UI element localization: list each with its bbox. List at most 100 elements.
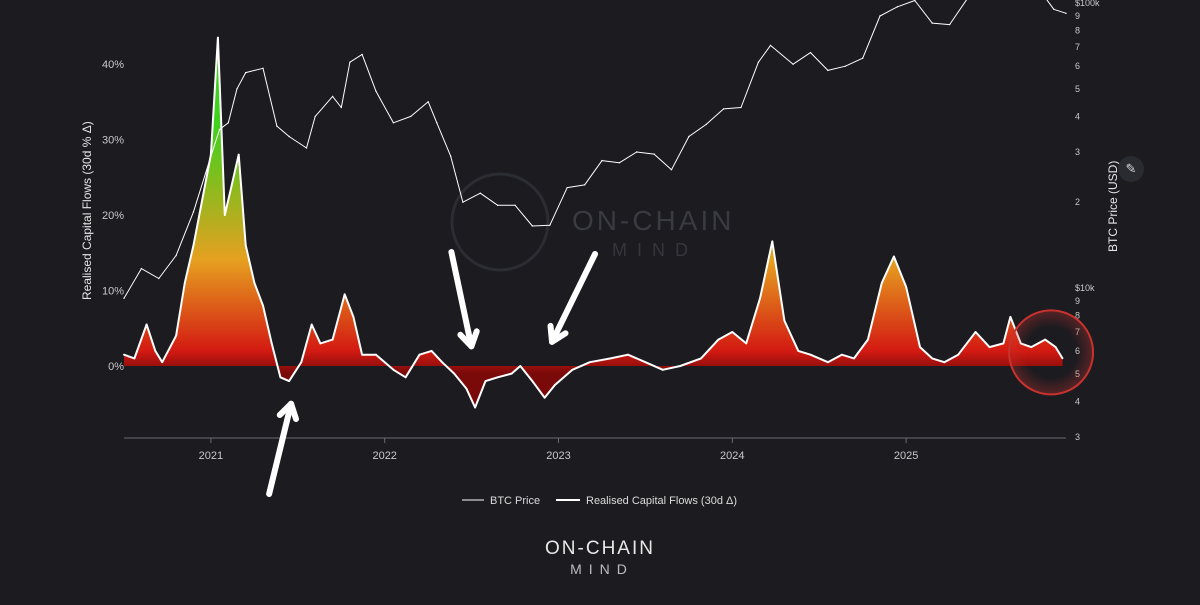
flows-point (510, 372, 513, 375)
flows-point (244, 244, 247, 247)
flows-point (474, 406, 476, 409)
y-left-tick-label: 0% (108, 361, 124, 373)
flows-point (554, 384, 556, 386)
annotations (266, 249, 1095, 497)
edit-button[interactable]: ✎ (1118, 156, 1144, 182)
flows-point (183, 282, 186, 284)
flows-point (288, 380, 290, 382)
price-point (192, 211, 195, 213)
price-point (879, 15, 881, 17)
flows-point (262, 304, 264, 307)
flows-point (133, 357, 136, 360)
price-point (218, 128, 221, 131)
x-tick-label: 2025 (894, 450, 918, 462)
flows-point (441, 361, 443, 364)
price-point (914, 0, 916, 2)
flows-point (175, 334, 178, 337)
y-right-tick-label: 6 (1075, 61, 1080, 71)
price-point (740, 106, 742, 109)
price-point (245, 71, 247, 74)
x-tick-label: 2022 (372, 450, 396, 462)
flows-point (783, 319, 786, 322)
price-point (1053, 8, 1055, 10)
flows-point (571, 368, 574, 371)
price-point (427, 101, 429, 103)
flows-point (279, 376, 282, 379)
arrow-head (276, 400, 300, 422)
price-point (123, 297, 125, 299)
price-point (705, 123, 707, 126)
capital-flows-series (123, 36, 1064, 409)
price-point (305, 147, 308, 149)
price-point (450, 155, 452, 157)
y-right-tick-label: 9 (1075, 296, 1080, 306)
legend: BTC Price Realised Capital Flows (30d Δ) (462, 495, 737, 507)
flows-point (957, 353, 960, 356)
flows-point (797, 350, 800, 352)
y-right-axis-title: BTC Price (USD) (1106, 161, 1120, 252)
y-left-tick-label: 20% (102, 210, 124, 222)
y-right-tick-label: 3 (1075, 147, 1080, 157)
flows-point (430, 350, 433, 352)
flows-point (609, 357, 612, 360)
brand-line1: ON-CHAIN (545, 538, 655, 559)
flows-point (453, 372, 456, 375)
flows-point (145, 323, 148, 326)
price-point (566, 186, 568, 189)
y-left-axis-ticks: 0% 10% 20% 30% 40% (102, 59, 124, 373)
flows-point (237, 153, 240, 156)
flows-point (331, 338, 334, 341)
y-right-tick-label: 5 (1075, 84, 1080, 94)
price-point (531, 225, 534, 227)
annotation-arrow (448, 249, 480, 350)
price-point (288, 135, 290, 138)
arrow-shaft (549, 251, 599, 345)
flows-point (745, 342, 748, 345)
annotation-arrow (547, 251, 599, 345)
watermark-line2: MIND (612, 240, 698, 260)
price-point (331, 95, 334, 98)
y-right-tick-label: 2 (1075, 197, 1080, 207)
price-point (618, 162, 620, 164)
annotation-circle (1008, 309, 1095, 396)
watermark-logo (450, 172, 550, 272)
price-point (514, 204, 516, 206)
flows-point (519, 365, 522, 367)
x-tick-label: 2023 (546, 450, 570, 462)
y-right-tick-label: 8 (1075, 311, 1080, 321)
price-point (140, 267, 143, 270)
flows-point (627, 353, 629, 356)
legend-flows-label: Realised Capital Flows (30d Δ) (586, 495, 737, 507)
x-tick-label: 2021 (199, 450, 223, 462)
flows-point (531, 380, 534, 382)
flows-point (223, 214, 226, 216)
flows-point (392, 368, 395, 371)
y-left-axis-title: Realised Capital Flows (30d % Δ) (80, 121, 94, 300)
price-point (361, 53, 363, 56)
flows-point (496, 376, 499, 379)
price-point (809, 51, 812, 54)
flows-point (853, 357, 855, 360)
price-point (862, 57, 864, 59)
flows-point (943, 361, 946, 364)
price-point (722, 108, 725, 110)
btc-price-series (123, 0, 1067, 299)
price-point (262, 67, 264, 70)
flows-point (731, 331, 734, 333)
y-right-tick-label: $100k (1075, 0, 1100, 8)
price-point (636, 151, 638, 153)
flows-point (361, 353, 363, 356)
y-left-tick-label: 30% (102, 135, 124, 147)
flows-point (771, 240, 774, 243)
flows-point (931, 357, 934, 360)
x-tick-label: 2024 (720, 450, 744, 462)
price-point (349, 61, 351, 63)
flows-point (809, 353, 812, 356)
flows-point (679, 365, 682, 367)
price-point (948, 23, 951, 26)
flows-point (418, 353, 421, 356)
flows-point (700, 357, 702, 360)
watermark: ON-CHAIN MIND (450, 172, 731, 272)
flows-point (1009, 316, 1012, 318)
